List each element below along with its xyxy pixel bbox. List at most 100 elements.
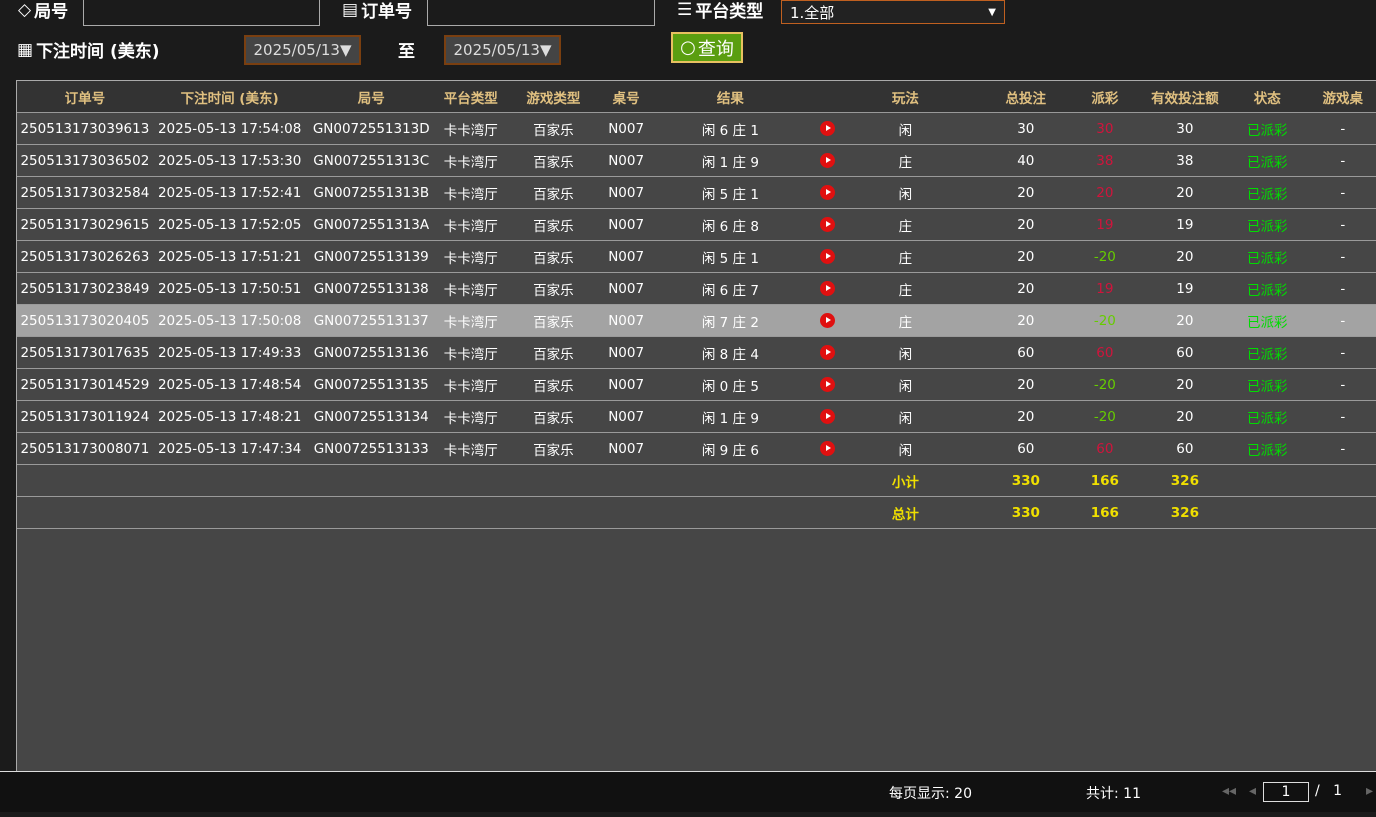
play-video-icon[interactable] xyxy=(820,345,836,360)
play-video-icon[interactable] xyxy=(820,185,836,200)
cell xyxy=(1246,464,1289,497)
page-input[interactable]: 1 xyxy=(1263,782,1309,802)
cell: 2025-05-13 17:48:54 xyxy=(152,368,307,401)
cell: GN00725513138 xyxy=(306,272,437,305)
cell: 百家乐 xyxy=(505,240,602,273)
cell: 250513173026263 xyxy=(17,240,153,273)
cell: 19 xyxy=(1086,272,1124,305)
cell: - xyxy=(1288,272,1376,305)
play-video-icon[interactable] xyxy=(820,249,836,264)
cell: 250513173017635 xyxy=(17,336,153,369)
cell: -20 xyxy=(1086,304,1124,337)
cell: N007 xyxy=(601,208,651,241)
cell: 闲 0 庄 5 xyxy=(650,368,810,401)
cell: 百家乐 xyxy=(505,272,602,305)
total-row: 总计 330 166 326 xyxy=(17,496,1376,529)
column-header: 局号 xyxy=(306,81,437,113)
list-icon: ☰ xyxy=(677,0,693,20)
table-row[interactable]: 250513173014529 2025-05-13 17:48:54 GN0072… xyxy=(17,368,1376,401)
cell: 闲 1 庄 9 xyxy=(650,400,810,433)
tag-icon: ◇ xyxy=(18,0,32,20)
table-row[interactable]: 250513173029615 2025-05-13 17:52:05 GN0072… xyxy=(17,208,1376,241)
table-row[interactable]: 250513173039613 2025-05-13 17:54:08 GN0072… xyxy=(17,112,1376,145)
table-row[interactable]: 250513173017635 2025-05-13 17:49:33 GN0072… xyxy=(17,336,1376,369)
cell xyxy=(1288,496,1376,529)
empty-cell xyxy=(601,464,651,497)
table-row[interactable]: 250513173023849 2025-05-13 17:50:51 GN0072… xyxy=(17,272,1376,305)
cell xyxy=(1288,464,1376,497)
table-row[interactable]: 250513173036502 2025-05-13 17:53:30 GN0072… xyxy=(17,144,1376,177)
order-input[interactable] xyxy=(427,0,655,26)
cell: 闲 8 庄 4 xyxy=(650,336,810,369)
table-row[interactable]: 250513173026263 2025-05-13 17:51:21 GN0072… xyxy=(17,240,1376,273)
empty-cell xyxy=(650,496,810,529)
cell: 2025-05-13 17:49:33 xyxy=(152,336,307,369)
cell: 250513173008071 xyxy=(17,432,153,465)
cell: N007 xyxy=(601,304,651,337)
cell: 250513173023849 xyxy=(17,272,153,305)
round-input[interactable] xyxy=(83,0,320,26)
cell: 30 xyxy=(965,112,1087,145)
platform-select[interactable]: 1.全部 ▼ xyxy=(781,0,1005,24)
cell: GN00725513139 xyxy=(306,240,437,273)
cell: 60 xyxy=(1086,336,1124,369)
cell: 已派彩 xyxy=(1246,176,1289,209)
play-video-icon[interactable] xyxy=(820,377,836,392)
cell: N007 xyxy=(601,432,651,465)
cell: N007 xyxy=(601,112,651,145)
play-video-icon[interactable] xyxy=(820,313,836,328)
table-row[interactable]: 250513173011924 2025-05-13 17:48:21 GN0072… xyxy=(17,400,1376,433)
cell: 闲 xyxy=(845,400,966,433)
cell: 闲 xyxy=(845,336,966,369)
date-to-select[interactable]: 2025/05/13▼ xyxy=(444,35,561,65)
total-total-bet: 330 xyxy=(965,496,1087,529)
column-header: 结果 xyxy=(650,81,810,113)
cell: 卡卡湾厅 xyxy=(436,336,506,369)
table-row[interactable]: 250513173020405 2025-05-13 17:50:08 GN0072… xyxy=(17,304,1376,337)
cell: 已派彩 xyxy=(1246,240,1289,273)
empty-cell xyxy=(306,464,437,497)
cell: 60 xyxy=(1123,336,1247,369)
cell: N007 xyxy=(601,272,651,305)
cell: 2025-05-13 17:51:21 xyxy=(152,240,307,273)
column-header: 状态 xyxy=(1246,81,1289,113)
prev-page-icon[interactable]: ◂ xyxy=(1249,783,1257,799)
cell: 庄 xyxy=(845,304,966,337)
play-video-icon[interactable] xyxy=(820,121,836,136)
empty-cell xyxy=(152,464,307,497)
table-row[interactable]: 250513173008071 2025-05-13 17:47:34 GN0072… xyxy=(17,432,1376,465)
table-row[interactable]: 250513173032584 2025-05-13 17:52:41 GN0072… xyxy=(17,176,1376,209)
cell: N007 xyxy=(601,240,651,273)
cell: 60 xyxy=(965,336,1087,369)
play-video-icon[interactable] xyxy=(820,409,836,424)
cell: 已派彩 xyxy=(1246,144,1289,177)
query-button[interactable]: ○ 查询 xyxy=(671,32,743,63)
date-from-select[interactable]: 2025/05/13▼ xyxy=(244,35,361,65)
empty-cell xyxy=(152,496,307,529)
total-valid-bet: 326 xyxy=(1123,496,1247,529)
play-video-icon[interactable] xyxy=(820,441,836,456)
subtotal-valid-bet: 326 xyxy=(1123,464,1247,497)
subtotal-row: 小计 330 166 326 xyxy=(17,464,1376,497)
play-video-icon[interactable] xyxy=(820,281,836,296)
cell: 已派彩 xyxy=(1246,432,1289,465)
play-video-icon[interactable] xyxy=(820,217,836,232)
cell: 闲 xyxy=(845,176,966,209)
cell: 已派彩 xyxy=(1246,336,1289,369)
replay-cell xyxy=(809,240,846,273)
next-page-icon[interactable]: ▸ xyxy=(1366,783,1374,799)
empty-cell xyxy=(436,464,506,497)
cell: 30 xyxy=(1123,112,1247,145)
cell: - xyxy=(1288,400,1376,433)
cell: 250513173020405 xyxy=(17,304,153,337)
empty-cell xyxy=(17,496,153,529)
cell: - xyxy=(1288,112,1376,145)
empty-cell xyxy=(17,464,153,497)
cell: 19 xyxy=(1123,208,1247,241)
replay-cell xyxy=(809,368,846,401)
round-label: ◇ 局号 xyxy=(18,0,69,22)
first-page-icon[interactable]: ◂◂ xyxy=(1222,783,1237,799)
cell: - xyxy=(1288,240,1376,273)
play-video-icon[interactable] xyxy=(820,153,836,168)
empty-cell xyxy=(809,496,846,529)
